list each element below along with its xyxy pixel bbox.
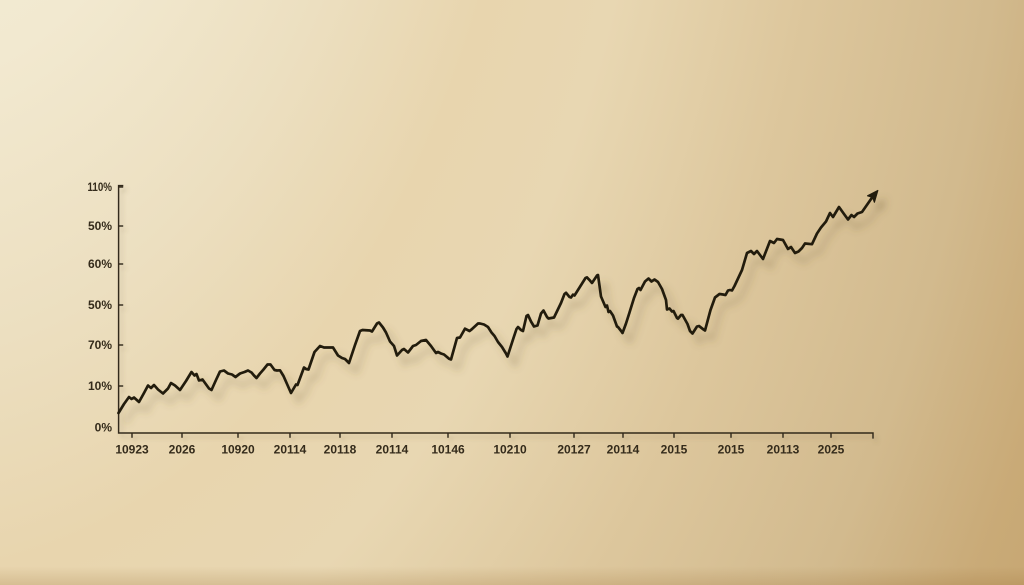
svg-text:20127: 20127 — [557, 443, 591, 457]
svg-text:50%: 50% — [88, 219, 112, 233]
svg-text:2015: 2015 — [661, 443, 688, 457]
svg-text:2026: 2026 — [169, 443, 196, 457]
svg-text:50%: 50% — [88, 298, 112, 312]
svg-text:10923: 10923 — [115, 443, 149, 457]
svg-text:0%: 0% — [95, 421, 113, 435]
svg-text:20118: 20118 — [324, 443, 357, 457]
svg-text:110%: 110% — [88, 180, 113, 194]
svg-text:20113: 20113 — [767, 443, 800, 457]
svg-text:20114: 20114 — [607, 443, 640, 457]
svg-text:10%: 10% — [88, 379, 112, 393]
svg-text:60%: 60% — [88, 257, 112, 271]
svg-text:2015: 2015 — [718, 443, 745, 457]
svg-text:20114: 20114 — [274, 443, 307, 457]
svg-text:10920: 10920 — [221, 443, 255, 457]
svg-text:10146: 10146 — [431, 443, 465, 457]
svg-text:70%: 70% — [88, 338, 112, 352]
svg-text:2025: 2025 — [818, 443, 845, 457]
svg-text:10210: 10210 — [493, 443, 527, 457]
svg-text:20114: 20114 — [376, 443, 409, 457]
